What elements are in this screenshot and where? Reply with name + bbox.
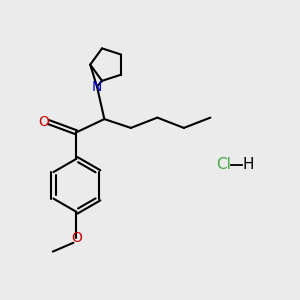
Text: O: O (71, 231, 82, 245)
Text: O: O (38, 115, 49, 129)
Text: H: H (243, 157, 254, 172)
Text: N: N (92, 80, 102, 94)
Text: Cl: Cl (216, 157, 231, 172)
